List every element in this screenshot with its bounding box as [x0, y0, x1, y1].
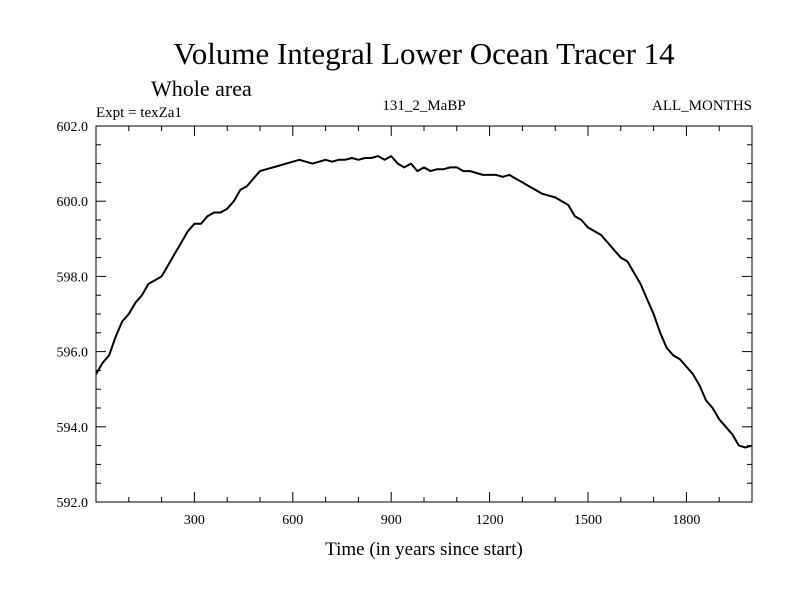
x-axis: 300 600 900 1200 1500 1800 [184, 126, 700, 528]
months-label: ALL_MONTHS [652, 98, 752, 114]
series-layer [96, 155, 752, 449]
period-label: 131_2_MaBP [382, 98, 465, 114]
series-line [96, 155, 752, 449]
x-tick-label: 900 [381, 513, 402, 528]
y-tick-label: 594.0 [57, 421, 89, 436]
y-axis: 592.0 594.0 596.0 598.0 600.0 602.0 [57, 120, 752, 511]
x-tick-label: 1200 [476, 513, 504, 528]
experiment-label: Expt = texZa1 [96, 105, 182, 121]
y-tick-label: 602.0 [57, 120, 89, 135]
y-tick-label: 596.0 [57, 346, 89, 361]
y-tick-label: 598.0 [57, 270, 89, 285]
chart-subtitle: Whole area [151, 76, 252, 101]
x-tick-label: 300 [184, 513, 205, 528]
x-axis-label: Time (in years since start) [325, 539, 523, 560]
x-tick-label: 1500 [574, 513, 602, 528]
x-minor-ticks [128, 126, 720, 502]
y-tick-label: 600.0 [57, 195, 89, 210]
chart-title: Volume Integral Lower Ocean Tracer 14 [173, 36, 675, 71]
x-tick-label: 600 [282, 513, 303, 528]
y-tick-label: 592.0 [57, 496, 89, 511]
x-tick-label: 1800 [672, 513, 700, 528]
